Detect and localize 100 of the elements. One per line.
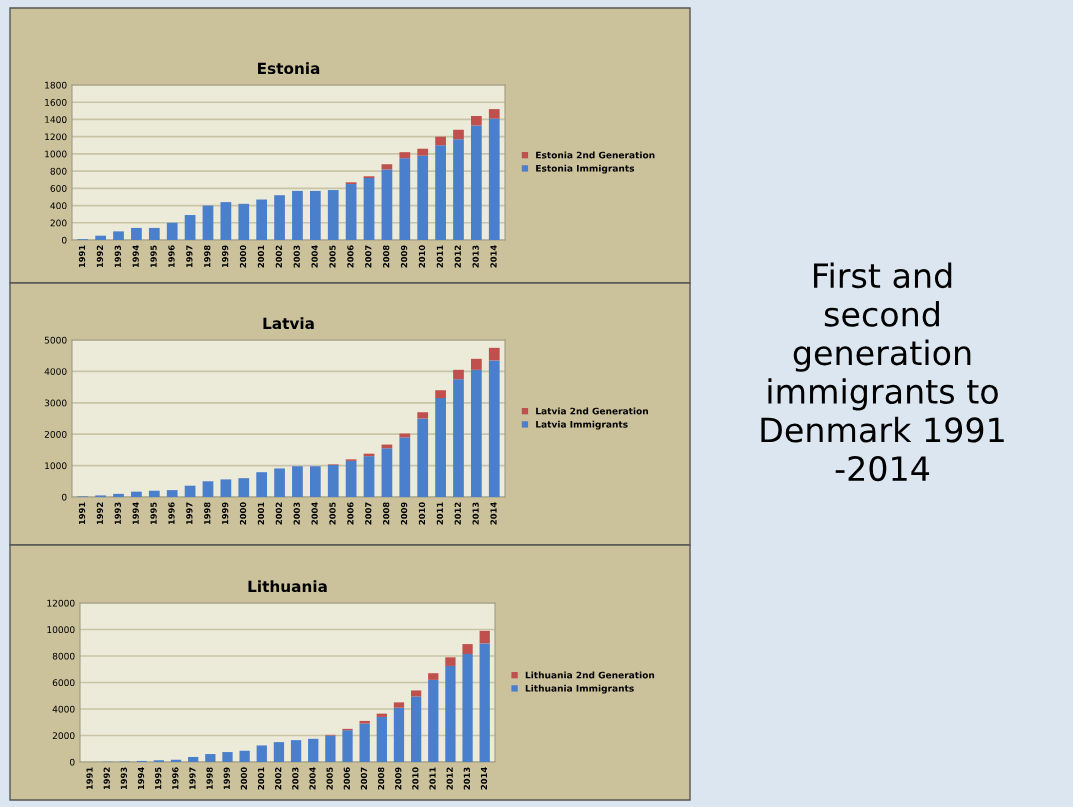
chart-title: Latvia (263, 317, 314, 330)
x-tick-label: 2011 (429, 767, 436, 790)
y-tick-label: 400 (50, 202, 67, 210)
bar (292, 466, 303, 497)
bar (410, 690, 422, 697)
y-tick-label: 6000 (52, 679, 75, 687)
bar (462, 644, 473, 655)
x-tick-label: 1993 (114, 245, 121, 268)
y-tick-label: 4000 (52, 705, 75, 713)
x-tick-label: 1991 (78, 245, 86, 268)
y-tick-label: 4000 (44, 368, 67, 375)
bar (381, 448, 393, 497)
bar (131, 227, 142, 240)
bar (471, 116, 482, 126)
x-tick-label: 1994 (137, 767, 145, 790)
bar (488, 360, 500, 497)
x-tick-label: 2012 (454, 245, 461, 268)
bar (238, 478, 250, 497)
bar (359, 723, 370, 762)
bar (435, 145, 446, 240)
bar (238, 203, 250, 240)
bar (453, 379, 464, 497)
x-tick-label: 1996 (168, 502, 175, 525)
bar (148, 227, 160, 240)
bar (399, 437, 411, 497)
bar (428, 679, 439, 762)
bar (488, 109, 500, 119)
x-tick-label: 1999 (223, 767, 230, 790)
bar (376, 716, 387, 762)
x-tick-label: 2010 (418, 245, 426, 268)
legend-label: Lithuania Immigrants (525, 684, 634, 694)
x-tick-label: 1995 (150, 245, 157, 268)
bar (95, 235, 106, 240)
x-tick-label: 1991 (86, 767, 93, 790)
bar (399, 158, 411, 240)
bar (205, 754, 216, 762)
x-tick-label: 2008 (383, 245, 390, 268)
legend-label: Estonia 2nd Generation (536, 151, 655, 159)
legend-label: Estonia Immigrants (536, 164, 635, 174)
bar (488, 347, 500, 361)
x-tick-label: 2013 (472, 502, 479, 525)
x-tick-label: 1995 (150, 502, 157, 525)
y-tick-label: 600 (50, 185, 67, 192)
x-tick-label: 2009 (400, 245, 408, 268)
x-tick-label: 2002 (275, 245, 282, 268)
bar (435, 390, 446, 399)
x-tick-label: 2009 (400, 502, 408, 525)
bar (325, 735, 336, 762)
y-tick-label: 1000 (45, 150, 67, 158)
x-tick-label: 1993 (120, 767, 127, 790)
x-tick-label: 2005 (329, 502, 336, 525)
legend-label: Latvia Immigrants (536, 420, 628, 430)
bar (188, 756, 199, 762)
bar (393, 707, 405, 762)
bar (256, 199, 268, 240)
text: First and second generation immigrants to Denmark 1991 -2014 (761, 262, 1004, 482)
x-tick-label: 1997 (186, 502, 193, 525)
bar (274, 195, 285, 240)
bar (445, 657, 456, 666)
bar (184, 485, 196, 497)
bar (184, 215, 196, 240)
bar (363, 178, 375, 240)
x-tick-label: 2012 (454, 502, 461, 525)
x-tick-label: 2005 (326, 767, 333, 790)
y-tick-label: 0 (61, 236, 67, 244)
bar (222, 752, 233, 762)
x-tick-label: 2003 (292, 767, 299, 790)
bar (417, 418, 429, 497)
y-tick-label: 1000 (45, 462, 67, 470)
bar (435, 398, 446, 497)
x-tick-label: 2011 (436, 502, 443, 525)
x-tick-label: 2001 (257, 502, 265, 525)
bar (202, 481, 214, 497)
bar (309, 466, 321, 497)
x-tick-label: 1992 (96, 245, 104, 268)
y-tick-label: 3000 (44, 399, 67, 407)
x-tick-label: 2014 (480, 767, 488, 790)
x-tick-label: 2006 (343, 767, 350, 790)
x-tick-label: 2000 (239, 502, 247, 525)
x-tick-label: 2005 (329, 245, 336, 268)
bar (399, 152, 411, 159)
bar (202, 205, 214, 240)
bar (453, 139, 464, 240)
bar (471, 369, 482, 497)
bar (290, 740, 302, 762)
bar (453, 369, 464, 380)
x-tick-label: 2003 (293, 502, 300, 525)
x-tick-label: 1992 (96, 502, 104, 525)
chart-title: Estonia (258, 62, 320, 75)
bar (113, 493, 124, 497)
x-tick-label: 1993 (114, 502, 121, 525)
bar (309, 190, 321, 240)
bar (148, 490, 160, 497)
y-tick-label: 10000 (47, 626, 75, 634)
bar (428, 673, 439, 680)
bar (220, 202, 232, 240)
x-tick-label: 2007 (365, 502, 372, 525)
y-tick-label: 200 (50, 219, 67, 227)
y-tick-label: 1400 (45, 116, 67, 123)
bar (239, 750, 250, 762)
